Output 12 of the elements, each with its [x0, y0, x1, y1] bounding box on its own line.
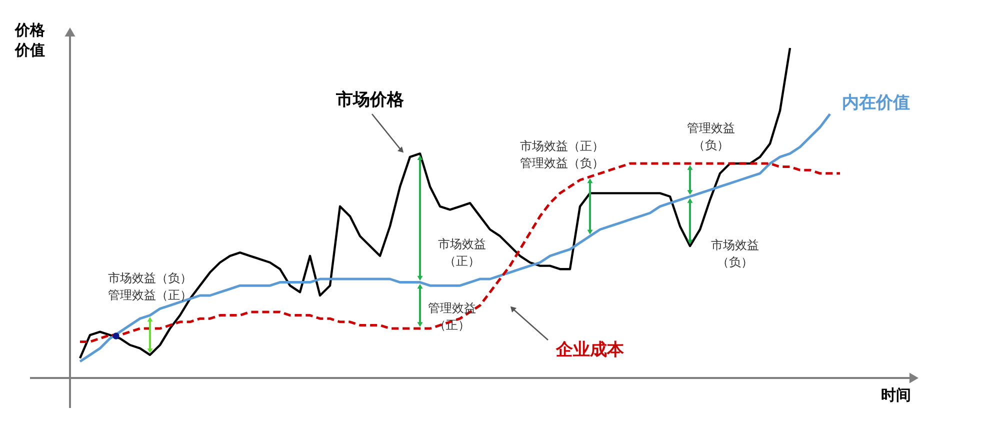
- x-axis-title: 时间: [881, 386, 911, 404]
- annotation: 市场效益（负）管理效益（正）: [108, 271, 192, 302]
- series-label: 内在价值: [842, 93, 910, 113]
- text: 管理效益（负）: [687, 121, 735, 152]
- annotation: 管理效益（正）: [428, 301, 476, 332]
- annotation: 市场效益（正）: [520, 139, 604, 153]
- text: 市场效益（正）: [438, 237, 486, 268]
- y-axis-title: 价格价值: [14, 21, 46, 59]
- annotation: 管理效益（负）: [520, 156, 604, 170]
- text: 市场价格: [335, 90, 405, 110]
- annotation: 市场效益（负）: [711, 238, 759, 269]
- text: 企业成本: [555, 340, 625, 360]
